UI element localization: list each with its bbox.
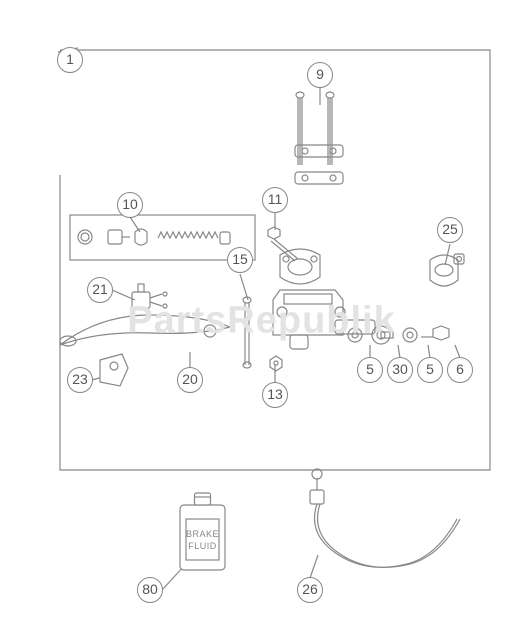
callout-5a: 5 bbox=[357, 357, 383, 383]
svg-text:FLUID: FLUID bbox=[188, 541, 217, 551]
callout-30: 30 bbox=[387, 357, 413, 383]
callout-13: 13 bbox=[262, 382, 288, 408]
callout-9: 9 bbox=[307, 62, 333, 88]
diagram-stage: PartsRepublik BRAKEFLUID 191011252115232… bbox=[0, 0, 523, 641]
callout-11: 11 bbox=[262, 187, 288, 213]
callout-21: 21 bbox=[87, 277, 113, 303]
callout-5b: 5 bbox=[417, 357, 443, 383]
callout-20: 20 bbox=[177, 367, 203, 393]
callout-15: 15 bbox=[227, 247, 253, 273]
callout-25: 25 bbox=[437, 217, 463, 243]
callout-23: 23 bbox=[67, 367, 93, 393]
callout-1: 1 bbox=[57, 47, 83, 73]
callout-26: 26 bbox=[297, 577, 323, 603]
svg-text:BRAKE: BRAKE bbox=[186, 529, 219, 539]
callout-80: 80 bbox=[137, 577, 163, 603]
callout-10: 10 bbox=[117, 192, 143, 218]
parts-drawings: BRAKE FLUID bbox=[60, 92, 464, 570]
parts-svg: BRAKE FLUID bbox=[0, 0, 523, 641]
callout-6: 6 bbox=[447, 357, 473, 383]
